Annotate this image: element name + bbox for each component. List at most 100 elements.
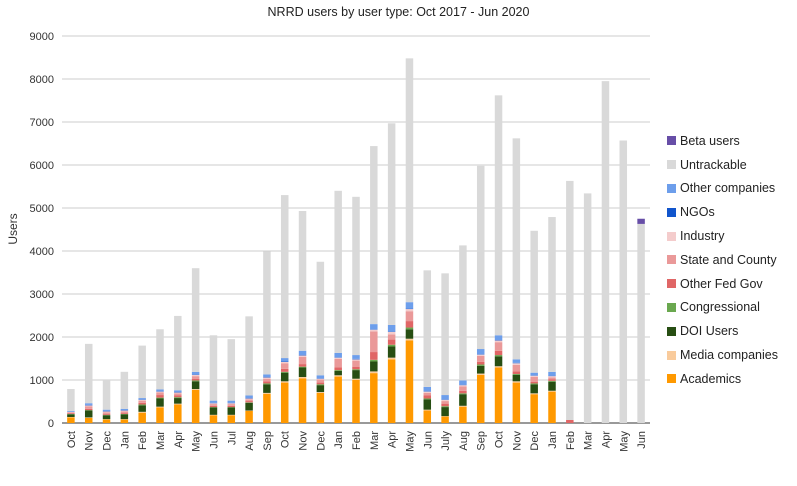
bar-segment: [370, 373, 378, 423]
bar-segment: [102, 409, 111, 411]
bar-segment: [405, 327, 414, 330]
legend-label: Academics: [680, 371, 742, 386]
bar-segment: [227, 403, 236, 405]
bar-segment: [352, 380, 360, 423]
bar-segment: [67, 417, 75, 423]
bar-segment: [316, 385, 325, 393]
bar-segment: [280, 372, 289, 382]
bar-segment: [405, 302, 414, 309]
bar-segment: [156, 406, 164, 408]
bar-segment: [191, 389, 200, 390]
bar-segment: [405, 329, 414, 339]
bar-segment: [512, 374, 521, 382]
bar-segment: [601, 81, 610, 424]
bar-segment: [370, 361, 378, 372]
bar-segment: [423, 410, 432, 423]
legend-swatch: [667, 231, 676, 241]
bar-segment: [459, 386, 467, 391]
bar-segment: [120, 408, 129, 411]
bar-segment: [370, 371, 378, 374]
bar-segment: [245, 410, 253, 423]
bar-segment: [494, 342, 503, 351]
x-tick-label: May: [191, 431, 203, 452]
bar-segment: [191, 374, 200, 377]
bar-segment: [530, 383, 538, 385]
bar-segment: [138, 402, 146, 405]
x-tick-label: Apr: [600, 431, 612, 448]
bar-segment: [352, 196, 360, 356]
bar-segment: [102, 415, 111, 420]
bar-segment: [548, 380, 556, 382]
bar-segment: [459, 385, 467, 387]
x-tick-label: Mar: [369, 431, 381, 450]
legend-swatch: [667, 160, 676, 170]
bar-segment: [191, 380, 200, 382]
legend-label: Industry: [680, 229, 725, 244]
x-tick-label: Sep: [262, 431, 274, 451]
bar-segment: [494, 355, 503, 357]
bar-segment: [156, 407, 164, 423]
bar-segment: [227, 415, 236, 423]
x-tick-label: Nov: [511, 431, 523, 451]
bar-segment: [156, 389, 164, 392]
bar-segment: [316, 384, 325, 386]
bar-segment: [370, 324, 378, 330]
bar-segment: [512, 364, 521, 372]
bar-segment: [245, 398, 253, 400]
bar-segment: [120, 410, 129, 412]
bar-segment: [494, 356, 503, 367]
bar-segment: [405, 311, 414, 322]
bar-segment: [441, 416, 449, 423]
y-tick-label: 7000: [30, 117, 54, 129]
x-tick-label: Oct: [66, 431, 78, 448]
bar-segment: [209, 405, 218, 408]
bar-segment: [84, 405, 93, 407]
bar-segment: [138, 345, 146, 399]
legend-swatch: [667, 326, 676, 336]
bar-segment: [387, 357, 396, 360]
bar-segment: [191, 268, 200, 372]
legend-item: DOI Users: [667, 319, 795, 343]
bar-segment: [84, 417, 93, 423]
bar-segment: [298, 211, 307, 351]
bar-segment: [298, 378, 307, 423]
bar-segment: [316, 392, 325, 393]
x-tick-label: May: [618, 431, 630, 452]
bar-segment: [494, 350, 503, 356]
bar-segment: [566, 180, 574, 420]
bar-segment: [494, 335, 503, 341]
bar-segment: [459, 380, 467, 385]
bar-segment: [405, 309, 414, 312]
axes: 0 1000 2000 3000 4000 5000 6000 7000 8000 9000 Oct…: [30, 31, 649, 452]
bar-segment: [334, 375, 342, 377]
x-tick-label: Dec: [102, 431, 114, 451]
bar-segment: [512, 373, 521, 375]
legend-swatch: [667, 136, 676, 146]
bar-segment: [512, 363, 521, 365]
x-tick-label: Feb: [565, 431, 577, 450]
bar-segment: [548, 217, 556, 372]
bar-segment: [156, 391, 164, 393]
bar-segment: [512, 381, 521, 383]
bar-segment: [476, 354, 485, 356]
bar-segment: [494, 366, 503, 368]
bar-segment: [280, 371, 289, 373]
bar-segment: [316, 375, 325, 379]
bar-segment: [423, 392, 432, 396]
bar-segment: [423, 270, 432, 387]
bar-segment: [245, 316, 253, 396]
bar-segment: [476, 355, 485, 362]
x-tick-label: Feb: [137, 431, 149, 450]
bar-segment: [459, 406, 467, 423]
x-tick-label: Sep: [476, 431, 488, 451]
y-tick-label: 0: [48, 418, 54, 430]
bar-segment: [316, 392, 325, 423]
bar-segment: [637, 218, 645, 224]
legend-item: Beta users: [667, 129, 795, 153]
legend-swatch: [667, 279, 676, 289]
bar-segment: [530, 381, 538, 384]
bar-segment: [280, 358, 289, 362]
legend-label: Untrackable: [680, 157, 747, 172]
legend-label: Congressional: [680, 300, 760, 315]
bar-segment: [316, 378, 325, 380]
